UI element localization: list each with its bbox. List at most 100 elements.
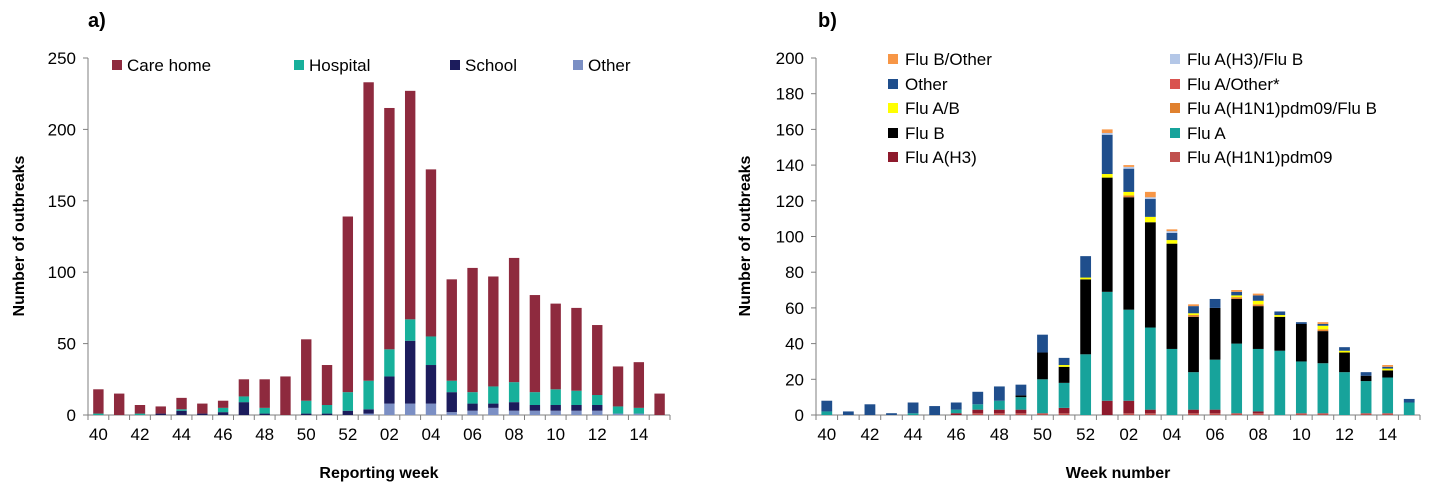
bar-segment: [654, 393, 665, 415]
bar-segment: [1317, 322, 1329, 324]
bar-segment: [592, 410, 603, 415]
bar-segment: [1058, 413, 1070, 415]
legend-item: Flu B: [888, 124, 945, 143]
bar-segment: [612, 413, 624, 415]
bar-segment: [217, 412, 229, 415]
legend-item: Flu B/Other: [888, 50, 992, 69]
bar-segment: [633, 413, 645, 415]
bar-segment: [1166, 232, 1178, 241]
bar-segment: [384, 403, 395, 415]
bar-segment: [1231, 298, 1243, 344]
legend-label: Other: [588, 56, 631, 75]
bar-segment: [446, 380, 457, 393]
bar-segment: [907, 413, 919, 415]
y-tick-label: 0: [67, 406, 76, 425]
bar-segment: [864, 404, 876, 415]
x-tick-label: 52: [1076, 425, 1095, 444]
x-tick-label: 40: [89, 425, 108, 444]
bar-segment: [467, 403, 478, 411]
bar-segment: [1317, 329, 1329, 332]
bar-segment: [301, 339, 312, 401]
bar-segment: [1317, 363, 1329, 414]
bar-segment: [571, 307, 582, 391]
legend-swatch: [1170, 152, 1180, 162]
bar-segment: [571, 410, 582, 415]
x-tick-label: 12: [1335, 425, 1354, 444]
bar-segment: [342, 410, 354, 415]
bar-segment: [1295, 322, 1307, 324]
bar-segment: [488, 386, 499, 404]
x-tick-label: 40: [817, 425, 836, 444]
bar-segment: [633, 407, 645, 414]
bar-segment: [972, 404, 984, 410]
legend-label: School: [465, 56, 517, 75]
bar-segment: [1123, 168, 1135, 192]
y-tick-label: 180: [776, 85, 804, 104]
bar-segment: [342, 392, 354, 411]
bar-segment: [1317, 413, 1329, 415]
bar-segment: [1015, 397, 1027, 410]
bar-segment: [1231, 297, 1243, 299]
bar-segment: [134, 413, 146, 415]
bar-segment: [363, 380, 374, 410]
bar-segment: [1274, 350, 1286, 415]
bar-segment: [1015, 413, 1027, 415]
legend-label: Flu A(H1N1)pdm09: [1187, 148, 1333, 167]
x-tick-label: 42: [860, 425, 879, 444]
bar-segment: [1209, 359, 1221, 410]
bar-segment: [363, 413, 374, 415]
bar-segment: [1188, 316, 1199, 373]
legend-swatch: [888, 152, 898, 162]
bar-segment: [93, 389, 104, 414]
legend-swatch: [888, 103, 898, 113]
bar-segment: [1382, 377, 1394, 414]
bar-segment: [404, 319, 416, 341]
bar-segment: [907, 402, 919, 414]
bar-segment: [1080, 354, 1092, 415]
bar-segment: [1058, 365, 1070, 367]
bar-segment: [1123, 197, 1135, 310]
bar-segment: [1382, 368, 1394, 371]
bar-segment: [1339, 347, 1350, 351]
bar-segment: [592, 405, 603, 411]
x-tick-label: 10: [1292, 425, 1311, 444]
bar-segment: [550, 389, 561, 406]
bar-segment: [633, 362, 645, 408]
y-tick-label: 40: [785, 335, 804, 354]
bar-segment: [508, 410, 520, 415]
legend-item: Other: [573, 56, 631, 75]
legend-swatch: [1170, 128, 1180, 138]
legend-item: Flu A(H1N1)pdm09: [1170, 148, 1333, 167]
bar-segment: [1382, 413, 1394, 415]
bar-segment: [1123, 166, 1135, 169]
legend-swatch: [112, 60, 122, 70]
legend-item: School: [450, 56, 517, 75]
panel-label: a): [88, 10, 106, 32]
legend-label: Flu A(H1N1)pdm09/Flu B: [1187, 99, 1377, 118]
bar-segment: [217, 407, 229, 413]
legend-label: Other: [905, 75, 948, 94]
y-axis-title: Number of outbreaks: [11, 155, 28, 316]
bar-segment: [342, 216, 354, 393]
bar-segment: [1101, 177, 1113, 292]
bar-segment: [1231, 343, 1243, 414]
legend-swatch: [1170, 103, 1180, 113]
bar-segment: [571, 405, 582, 411]
legend-item: Flu A/B: [888, 99, 960, 118]
bar-segment: [1080, 256, 1092, 278]
bar-segment: [1058, 382, 1070, 408]
legend-label: Flu A: [1187, 124, 1226, 143]
bar-segment: [93, 413, 104, 415]
x-tick-label: 04: [422, 425, 441, 444]
y-tick-label: 150: [48, 192, 76, 211]
y-tick-label: 100: [776, 228, 804, 247]
legend-item: Flu A(H3): [888, 148, 977, 167]
bar-segment: [1188, 413, 1199, 415]
bar-segment: [1058, 407, 1070, 414]
bar-segment: [321, 405, 333, 414]
legend-label: Flu B: [905, 124, 945, 143]
bar-segment: [1360, 372, 1372, 376]
legend-item: Care home: [112, 56, 211, 75]
bar-segment: [571, 390, 582, 406]
bar-segment: [1015, 384, 1027, 396]
